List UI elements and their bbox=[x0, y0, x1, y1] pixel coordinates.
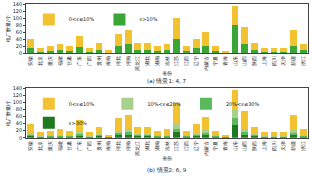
svg-text:青海: 青海 bbox=[222, 141, 228, 151]
svg-text:20: 20 bbox=[16, 127, 22, 133]
svg-text:天津: 天津 bbox=[280, 56, 286, 66]
svg-text:山西: 山西 bbox=[241, 141, 247, 151]
svg-text:河北: 河北 bbox=[115, 141, 121, 151]
svg-text:陕西: 陕西 bbox=[251, 141, 257, 151]
svg-text:浙江: 浙江 bbox=[300, 56, 306, 66]
svg-text:100: 100 bbox=[13, 15, 23, 21]
svg-text:福建: 福建 bbox=[57, 141, 63, 151]
svg-text:省份: 省份 bbox=[162, 155, 172, 161]
svg-text:甘肃: 甘肃 bbox=[66, 56, 72, 66]
svg-text:辽宁: 辽宁 bbox=[193, 141, 199, 151]
svg-text:吉林: 吉林 bbox=[164, 141, 170, 151]
svg-text:湖北: 湖北 bbox=[144, 141, 150, 151]
svg-text:安徽: 安徽 bbox=[27, 141, 33, 151]
svg-text:60: 60 bbox=[16, 113, 22, 119]
svg-text:120: 120 bbox=[13, 92, 23, 98]
svg-text:电厂数量/个: 电厂数量/个 bbox=[5, 15, 11, 42]
svg-text:内蒙古: 内蒙古 bbox=[203, 141, 209, 156]
svg-text:广西: 广西 bbox=[86, 56, 92, 66]
svg-text:广东: 广东 bbox=[76, 141, 82, 151]
svg-text:黑龙江: 黑龙江 bbox=[134, 56, 140, 71]
svg-text:10%<ε≤20%: 10%<ε≤20% bbox=[147, 101, 181, 107]
svg-text:(a) 情景1: 4, 7: (a) 情景1: 4, 7 bbox=[147, 78, 187, 84]
svg-text:80: 80 bbox=[16, 22, 22, 28]
svg-text:省份: 省份 bbox=[162, 70, 172, 76]
svg-text:20%<ε≤30%: 20%<ε≤30% bbox=[226, 101, 260, 107]
svg-text:山西: 山西 bbox=[241, 56, 247, 66]
svg-text:80: 80 bbox=[16, 106, 22, 112]
svg-text:海南: 海南 bbox=[105, 56, 111, 66]
svg-text:0<ε≤10%: 0<ε≤10% bbox=[69, 16, 95, 22]
svg-text:陕西: 陕西 bbox=[251, 56, 257, 66]
svg-text:海南: 海南 bbox=[105, 141, 111, 151]
svg-text:140: 140 bbox=[13, 1, 23, 7]
svg-text:贵州: 贵州 bbox=[96, 141, 102, 151]
svg-text:江苏: 江苏 bbox=[173, 56, 179, 66]
svg-text:ε>10%: ε>10% bbox=[139, 16, 157, 22]
svg-text:新疆: 新疆 bbox=[290, 56, 296, 66]
svg-text:内蒙古: 内蒙古 bbox=[203, 56, 209, 71]
svg-text:贵州: 贵州 bbox=[96, 56, 102, 66]
svg-text:广西: 广西 bbox=[86, 141, 92, 151]
svg-text:(b) 情景2: 6, 9: (b) 情景2: 6, 9 bbox=[147, 167, 187, 173]
svg-text:0: 0 bbox=[19, 135, 22, 141]
svg-text:广东: 广东 bbox=[76, 56, 82, 66]
svg-text:江苏: 江苏 bbox=[173, 141, 179, 151]
svg-text:河南: 河南 bbox=[125, 141, 131, 151]
svg-text:北京: 北京 bbox=[37, 56, 43, 66]
svg-text:0: 0 bbox=[19, 50, 22, 56]
svg-text:江西: 江西 bbox=[183, 141, 189, 151]
svg-text:山东: 山东 bbox=[232, 56, 238, 66]
svg-text:浙江: 浙江 bbox=[300, 141, 306, 151]
svg-text:湖南: 湖南 bbox=[154, 141, 160, 151]
svg-text:ε>30%: ε>30% bbox=[69, 120, 87, 126]
svg-text:140: 140 bbox=[13, 85, 23, 91]
svg-text:天津: 天津 bbox=[280, 141, 286, 151]
svg-text:上海: 上海 bbox=[261, 141, 267, 151]
svg-text:上海: 上海 bbox=[261, 56, 267, 66]
svg-text:40: 40 bbox=[16, 36, 22, 42]
svg-text:福建: 福建 bbox=[57, 56, 63, 66]
svg-text:甘肃: 甘肃 bbox=[66, 141, 72, 151]
svg-text:山东: 山东 bbox=[232, 141, 238, 151]
svg-text:宁夏: 宁夏 bbox=[212, 141, 218, 151]
svg-text:湖南: 湖南 bbox=[154, 56, 160, 66]
svg-text:北京: 北京 bbox=[37, 141, 43, 151]
svg-text:20: 20 bbox=[16, 43, 22, 49]
svg-text:黑龙江: 黑龙江 bbox=[134, 141, 140, 156]
svg-text:重庆: 重庆 bbox=[47, 141, 53, 151]
svg-text:120: 120 bbox=[13, 8, 23, 14]
svg-text:安徽: 安徽 bbox=[27, 56, 33, 66]
svg-text:新疆: 新疆 bbox=[290, 141, 296, 151]
svg-text:湖北: 湖北 bbox=[144, 56, 150, 66]
svg-text:辽宁: 辽宁 bbox=[193, 56, 199, 66]
svg-text:青海: 青海 bbox=[222, 56, 228, 66]
svg-text:40: 40 bbox=[16, 120, 22, 126]
svg-text:四川: 四川 bbox=[271, 56, 277, 66]
svg-text:四川: 四川 bbox=[271, 141, 277, 151]
svg-text:重庆: 重庆 bbox=[47, 56, 53, 66]
svg-text:100: 100 bbox=[13, 99, 23, 105]
svg-text:河北: 河北 bbox=[115, 56, 121, 66]
svg-text:宁夏: 宁夏 bbox=[212, 56, 218, 66]
svg-text:江西: 江西 bbox=[183, 56, 189, 66]
svg-text:0<ε≤10%: 0<ε≤10% bbox=[69, 101, 95, 107]
svg-text:电厂数量/个: 电厂数量/个 bbox=[5, 100, 11, 127]
svg-text:60: 60 bbox=[16, 29, 22, 35]
svg-text:吉林: 吉林 bbox=[164, 56, 170, 66]
svg-text:河南: 河南 bbox=[125, 56, 131, 66]
